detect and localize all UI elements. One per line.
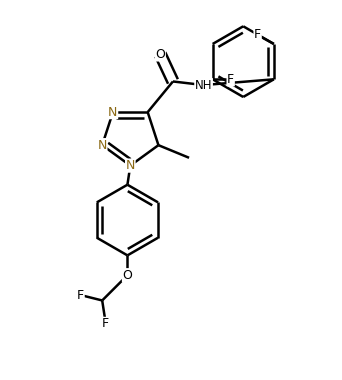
Text: F: F xyxy=(227,73,234,86)
Text: O: O xyxy=(155,48,165,61)
Text: N: N xyxy=(126,159,135,172)
Text: F: F xyxy=(77,288,84,302)
Text: N: N xyxy=(108,106,118,119)
Text: F: F xyxy=(254,28,261,41)
Text: N: N xyxy=(97,139,107,152)
Text: O: O xyxy=(122,269,132,282)
Text: NH: NH xyxy=(195,79,212,92)
Text: F: F xyxy=(102,317,109,330)
